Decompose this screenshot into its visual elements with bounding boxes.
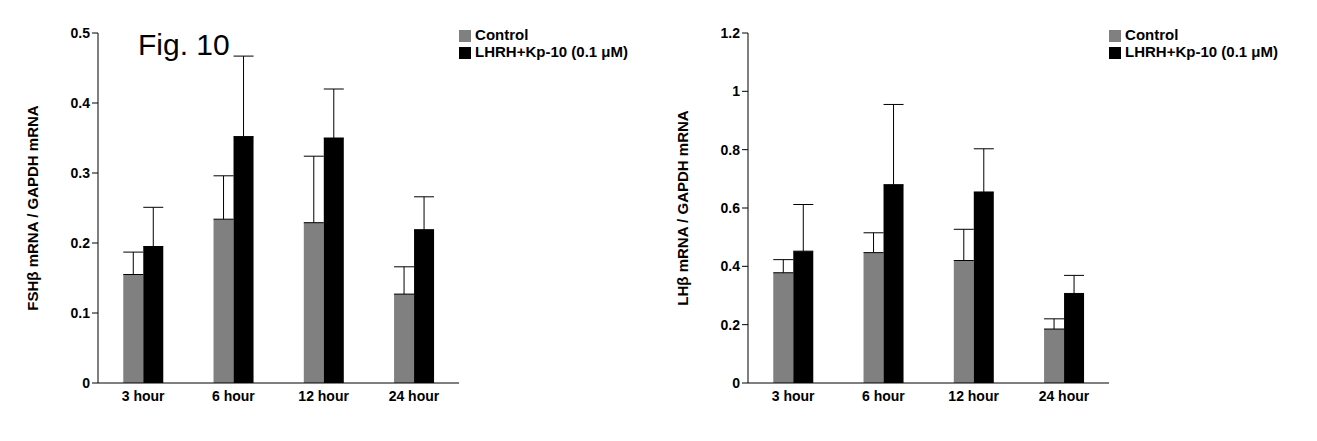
svg-text:24 hour: 24 hour [1039,388,1090,404]
html-text:Control: Control [475,26,529,43]
svg-text:6 hour: 6 hour [862,388,905,404]
svg-text:1.2: 1.2 [721,25,741,41]
svg-text:0.3: 0.3 [71,165,91,181]
svg-text:1: 1 [732,83,740,99]
html-text:Control: Control [1125,26,1179,43]
html-text:LHRH+Kp-10 (0.1 μM): LHRH+Kp-10 (0.1 μM) [1125,43,1278,60]
html-text:LHRH+Kp-10 (0.1 μM): LHRH+Kp-10 (0.1 μM) [475,43,628,60]
svg-text:0: 0 [732,375,740,391]
html-text:Fig. 10: Fig. 10 [138,28,230,61]
svg-text:0.4: 0.4 [71,95,91,111]
svg-text:3 hour: 3 hour [772,388,815,404]
svg-text:24 hour: 24 hour [389,388,440,404]
svg-text:0.2: 0.2 [721,317,741,333]
svg-text:0.2: 0.2 [71,235,91,251]
svg-text:0.6: 0.6 [721,200,741,216]
svg-text:3 hour: 3 hour [122,388,165,404]
svg-text:0: 0 [82,375,90,391]
svg-text:12 hour: 12 hour [298,388,349,404]
svg-text:0.5: 0.5 [71,25,91,41]
svg-text:12 hour: 12 hour [948,388,999,404]
svg-text:0.8: 0.8 [721,142,741,158]
svg-text:LHβ mRNA / GAPDH mRNA: LHβ mRNA / GAPDH mRNA [674,110,691,305]
svg-text:0.1: 0.1 [71,305,91,321]
svg-text:6 hour: 6 hour [212,388,255,404]
svg-text:0.4: 0.4 [721,258,741,274]
svg-text:FSHβ mRNA / GAPDH mRNA: FSHβ mRNA / GAPDH mRNA [24,105,41,310]
